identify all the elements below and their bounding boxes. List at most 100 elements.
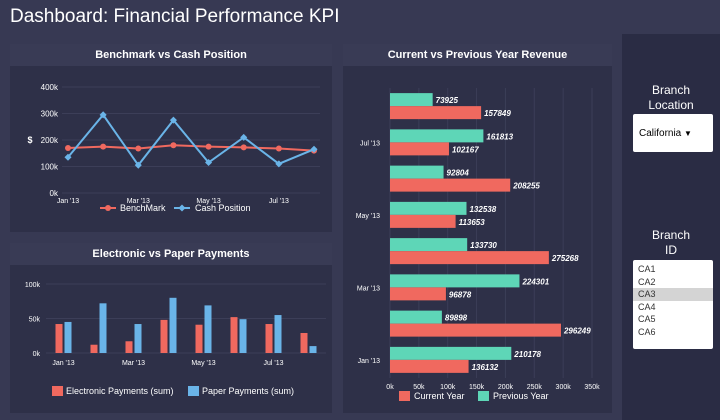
branch-option[interactable]: CA5 xyxy=(638,314,656,324)
previous-year-bar[interactable] xyxy=(390,346,512,360)
y-tick-label: May '13 xyxy=(356,213,380,220)
x-tick-label: Jul '13 xyxy=(269,198,289,205)
x-tick-label: 0k xyxy=(386,384,394,391)
branch-location-label-line2: Location xyxy=(648,98,694,112)
data-label: 208255 xyxy=(512,182,540,191)
data-point[interactable] xyxy=(205,143,212,150)
data-point[interactable] xyxy=(310,145,318,153)
previous-year-bar[interactable] xyxy=(390,274,520,288)
current-year-bar[interactable] xyxy=(390,106,482,120)
previous-year-bar[interactable] xyxy=(390,201,467,215)
y-tick-label: 100k xyxy=(25,282,41,289)
payments-chart[interactable]: 0k 50k 100k Jan '13 Mar '13 May '13 Jul '13 Ele… xyxy=(10,265,332,413)
branch-option[interactable]: CA6 xyxy=(638,326,656,337)
current-year-bar[interactable] xyxy=(390,323,561,337)
paper-bar[interactable] xyxy=(309,346,317,353)
y-tick-label: 50k xyxy=(29,317,41,324)
legend-label: Electronic Payments (sum) xyxy=(66,386,174,396)
legend-label: BenchMark xyxy=(120,203,166,213)
legend-label: Cash Position xyxy=(195,203,251,213)
series-line[interactable] xyxy=(67,144,315,152)
data-label: 92804 xyxy=(447,169,470,178)
legend-label: Paper Payments (sum) xyxy=(202,386,294,396)
data-point[interactable] xyxy=(170,142,177,149)
revenue-panel: Current vs Previous Year Revenue 0k 50k 10… xyxy=(343,44,612,413)
branch-option[interactable]: CA2 xyxy=(638,276,656,287)
paper-bar[interactable] xyxy=(239,319,247,353)
data-point[interactable] xyxy=(100,143,107,150)
y-tick-label: 0k xyxy=(50,189,59,198)
revenue-chart[interactable]: 0k 50k 100k 150k 200k 250k 300k 350k 210178 13613… xyxy=(343,66,612,413)
x-tick-label: 50k xyxy=(413,384,425,391)
current-year-bar[interactable] xyxy=(390,287,446,301)
branch-location-label-line1: Branch xyxy=(651,83,691,97)
data-point[interactable] xyxy=(275,160,283,168)
electronic-bar[interactable] xyxy=(125,341,133,353)
branch-id-label-line2: ID xyxy=(665,243,677,257)
data-label: 102167 xyxy=(452,145,479,154)
branch-id-listbox[interactable]: CA1 CA2 CA3 CA4 CA5 CA6 xyxy=(633,260,713,349)
x-tick-label: Jul '13 xyxy=(263,360,283,367)
payments-panel: Electronic vs Paper Payments 0k 50k 100k Ja… xyxy=(10,243,332,413)
y-tick-label: Mar '13 xyxy=(357,285,380,292)
branch-option[interactable]: CA4 xyxy=(638,301,656,312)
data-label: 157849 xyxy=(484,109,511,118)
paper-bar[interactable] xyxy=(169,297,177,353)
data-point[interactable] xyxy=(65,144,71,151)
current-year-bar[interactable] xyxy=(390,142,449,156)
data-label: 275268 xyxy=(551,254,579,263)
data-label: 136132 xyxy=(472,363,499,372)
x-tick-label: May '13 xyxy=(191,360,215,367)
data-point[interactable] xyxy=(99,111,107,119)
electronic-bar[interactable] xyxy=(160,319,168,353)
x-tick-label: Mar '13 xyxy=(127,198,150,205)
y-tick-label: 0k xyxy=(33,351,41,358)
electronic-bar[interactable] xyxy=(55,324,63,353)
previous-year-bar[interactable] xyxy=(390,238,468,252)
electronic-bar[interactable] xyxy=(300,332,308,353)
benchmark-panel-title: Benchmark vs Cash Position xyxy=(10,44,332,66)
branch-location-dropdown[interactable]: California ▼ xyxy=(633,114,713,152)
paper-bar[interactable] xyxy=(134,324,142,353)
legend-swatch xyxy=(478,391,489,401)
electronic-bar[interactable] xyxy=(90,344,98,353)
branch-option[interactable]: CA1 xyxy=(638,264,656,274)
paper-bar[interactable] xyxy=(204,305,212,353)
paper-bar[interactable] xyxy=(99,303,107,353)
legend-swatch-marker xyxy=(105,205,111,211)
data-point[interactable] xyxy=(240,133,248,141)
data-label: 96878 xyxy=(449,290,472,299)
current-year-bar[interactable] xyxy=(390,251,549,265)
legend-label: Previous Year xyxy=(493,391,549,401)
electronic-bar[interactable] xyxy=(265,324,273,353)
data-label: 161813 xyxy=(486,132,513,141)
paper-bar[interactable] xyxy=(274,315,282,353)
previous-year-bar[interactable] xyxy=(390,93,433,107)
current-year-bar[interactable] xyxy=(390,214,456,228)
electronic-bar[interactable] xyxy=(230,317,238,353)
branch-option[interactable]: CA3 xyxy=(633,288,713,301)
series-line[interactable] xyxy=(67,113,315,167)
x-tick-label: 350k xyxy=(584,384,600,391)
data-point[interactable] xyxy=(135,145,142,152)
previous-year-bar[interactable] xyxy=(390,129,484,143)
data-point[interactable] xyxy=(240,144,247,151)
legend-swatch xyxy=(399,391,410,401)
electronic-bar[interactable] xyxy=(195,324,203,353)
x-tick-label: Jan '13 xyxy=(57,198,79,205)
previous-year-bar[interactable] xyxy=(390,165,444,179)
benchmark-chart[interactable]: 0k 100k 200k 300k 400k $ Jan '13 Mar '13 May '13… xyxy=(10,66,332,232)
current-year-bar[interactable] xyxy=(390,178,511,192)
branch-id-label-line1: Branch xyxy=(651,228,691,242)
x-tick-label: 300k xyxy=(556,384,572,391)
title-bar: Dashboard: Financial Performance KPI xyxy=(0,0,720,34)
paper-bar[interactable] xyxy=(64,321,72,353)
current-year-bar[interactable] xyxy=(390,359,469,373)
data-label: 224301 xyxy=(521,277,549,286)
data-point[interactable] xyxy=(169,116,177,124)
previous-year-bar[interactable] xyxy=(390,310,442,324)
branch-location-value: California xyxy=(639,128,682,139)
y-tick-label: 400k xyxy=(41,83,59,92)
data-point[interactable] xyxy=(275,145,282,152)
data-point[interactable] xyxy=(205,158,213,167)
